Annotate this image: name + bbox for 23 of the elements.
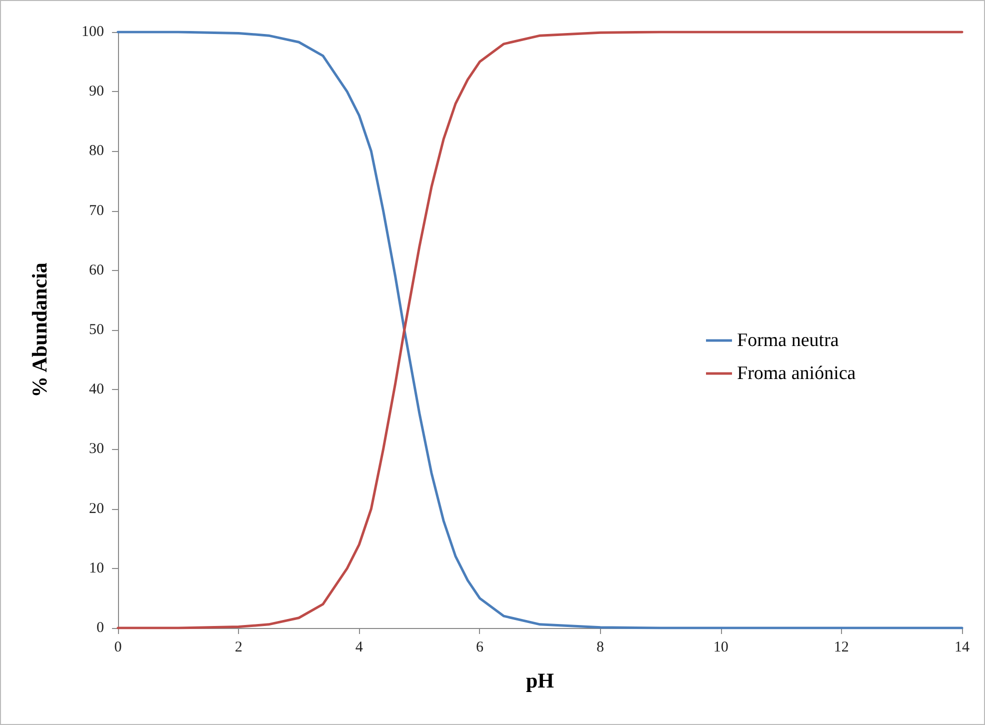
y-tick-label: 80 — [89, 143, 104, 160]
x-tick-label: 14 — [954, 640, 970, 656]
y-axis-title: % Abundancia — [28, 262, 52, 398]
x-tick-label: 8 — [596, 640, 604, 656]
y-tick-label: 70 — [89, 202, 104, 219]
y-tick-label: 100 — [82, 24, 104, 40]
legend-label: Forma neutra — [737, 330, 840, 351]
y-tick-label: 40 — [89, 382, 104, 398]
x-tick-label: 10 — [713, 640, 728, 656]
y-tick-label: 60 — [89, 262, 104, 278]
x-tick-label: 4 — [355, 640, 364, 656]
y-tick-label: 30 — [89, 441, 104, 458]
x-tick-label: 0 — [114, 640, 122, 656]
x-tick-label: 2 — [234, 640, 242, 656]
y-tick-label: 90 — [89, 84, 104, 100]
y-tick-label: 0 — [96, 620, 104, 636]
x-tick-label: 6 — [476, 640, 484, 656]
y-tick-label: 20 — [89, 500, 104, 517]
x-axis-title: pH — [526, 668, 554, 692]
legend-label: Froma aniónica — [737, 363, 856, 384]
x-tick-label: 12 — [834, 640, 849, 656]
y-tick-label: 50 — [89, 322, 104, 338]
y-tick-label: 10 — [89, 560, 104, 576]
